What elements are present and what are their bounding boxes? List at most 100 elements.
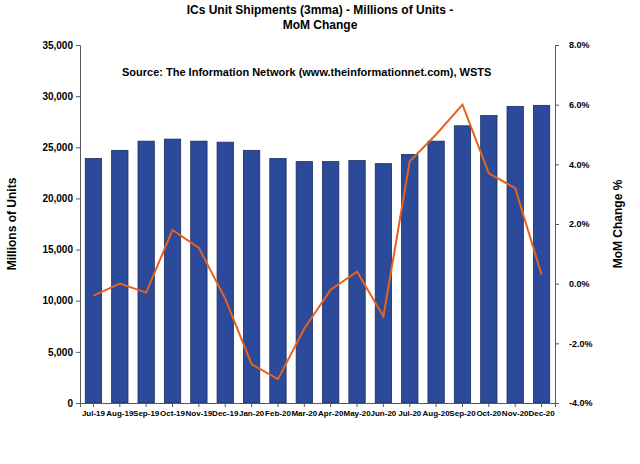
y2-tick-label: 6.0% [569,100,590,110]
y-tick-label: 15,000 [42,244,73,255]
x-tick-mark [488,403,489,407]
x-tick-label: Oct-20 [476,409,501,418]
y-tick-mark [76,403,80,404]
y2-tick: -2.0% [555,339,593,349]
x-tick-label: Mar-20 [291,409,317,418]
x-tick-mark [304,403,305,407]
bar [191,141,207,403]
bar [85,159,101,403]
y-tick: 30,000 [42,91,80,102]
y-tick: 0 [67,398,80,409]
x-tick: May-20 [343,403,371,418]
x-tick-mark [119,403,120,407]
x-tick-mark [357,403,358,407]
bar [507,106,523,403]
x-tick-label: Oct-19 [160,409,185,418]
y2-tick-mark [555,45,559,46]
y-tick: 5,000 [48,347,80,358]
y2-axis-title: MoM Change % [611,179,625,268]
x-tick-label: Jun-20 [371,409,397,418]
y-tick-mark [76,96,80,97]
x-tick-mark [225,403,226,407]
x-tick: Jan-20 [239,403,265,418]
x-axis-line [81,404,556,408]
x-tick-label: May-20 [343,409,371,418]
x-tick: Aug-19 [106,403,134,418]
x-tick-label: Jul-19 [82,409,106,418]
y-axis: 0 5,000 10,000 15,000 20,000 25,000 30,000 35,0… [42,40,80,409]
x-tick-label: Jan-20 [239,409,265,418]
x-tick-label: Nov-19 [186,409,213,418]
y2-tick-mark [555,284,559,285]
x-tick: Sep-20 [449,403,476,418]
bar [454,126,470,403]
marks [85,105,549,403]
x-tick-mark [462,403,463,407]
bar [164,139,180,403]
y2-tick-label: 2.0% [569,219,590,229]
y2-tick: 0.0% [555,279,590,289]
x-tick-label: Apr-20 [318,409,344,418]
x-tick-label: Jul-20 [398,409,422,418]
x-tick-label: Aug-19 [106,409,134,418]
y-tick: 25,000 [42,142,80,153]
y-axis-line [76,46,81,404]
title: MoM Change [283,18,358,32]
x-tick-mark [93,403,94,407]
y-tick-mark [76,45,80,46]
y-tick-label: 35,000 [42,40,73,51]
annotation: Source: The Information Network (www.the… [122,66,491,78]
y2-tick-label: -4.0% [569,398,593,408]
x-tick-mark [330,403,331,407]
x-tick: Apr-20 [318,403,344,418]
y-tick-label: 10,000 [42,295,73,306]
bar [112,150,128,403]
y-tick-label: 25,000 [42,142,73,153]
x-tick-label: Sep-20 [449,409,476,418]
y2-tick: 4.0% [555,160,590,170]
bar [323,162,339,403]
y2-tick: 6.0% [555,100,590,110]
y2-tick-mark [555,343,559,344]
x-tick-label: Dec-20 [528,409,555,418]
x-tick-label: Aug-20 [423,409,451,418]
y2-tick-mark [555,164,559,165]
y2-tick: 2.0% [555,219,590,229]
x-tick: Oct-19 [160,403,185,418]
plot: Jul-19Aug-19Sep-19Oct-19Nov-19Dec-19Jan-… [42,40,592,418]
y-axis-title: Millions of Units [5,177,19,270]
bar [296,162,312,403]
y-tick-mark [76,250,80,251]
x-tick-mark [541,403,542,407]
x-tick-mark [251,403,252,407]
x-tick: Nov-19 [186,403,213,418]
y-tick: 20,000 [42,193,80,204]
x-tick-mark [172,403,173,407]
x-tick: Jul-19 [82,403,106,418]
x-tick-mark [436,403,437,407]
x-tick-label: Nov-20 [502,409,529,418]
chart: Jul-19Aug-19Sep-19Oct-19Nov-19Dec-19Jan-… [0,0,640,464]
x-tick-mark [277,403,278,407]
y2-tick-mark [555,403,559,404]
y-tick-label: 5,000 [48,347,73,358]
y2-axis: -4.0% -2.0% 0.0% 2.0% 4.0% 6.0% 8.0% [555,40,593,408]
y2-tick-label: 8.0% [569,40,590,50]
y-tick: 35,000 [42,40,80,51]
y2-tick: -4.0% [555,398,593,408]
bar-series [85,105,549,403]
bar [138,141,154,403]
x-tick: Sep-19 [133,403,160,418]
line [93,105,541,379]
bar [217,142,233,403]
x-tick: Feb-20 [265,403,291,418]
x-tick: Jun-20 [371,403,397,418]
y2-tick: 8.0% [555,40,590,50]
y2-tick-label: 4.0% [569,160,590,170]
y2-tick-label: 0.0% [569,279,590,289]
x-tick-mark [409,403,410,407]
y-tick-mark [76,198,80,199]
x-tick-label: Sep-19 [133,409,160,418]
y-tick-mark [76,301,80,302]
x-tick-label: Dec-19 [212,409,239,418]
